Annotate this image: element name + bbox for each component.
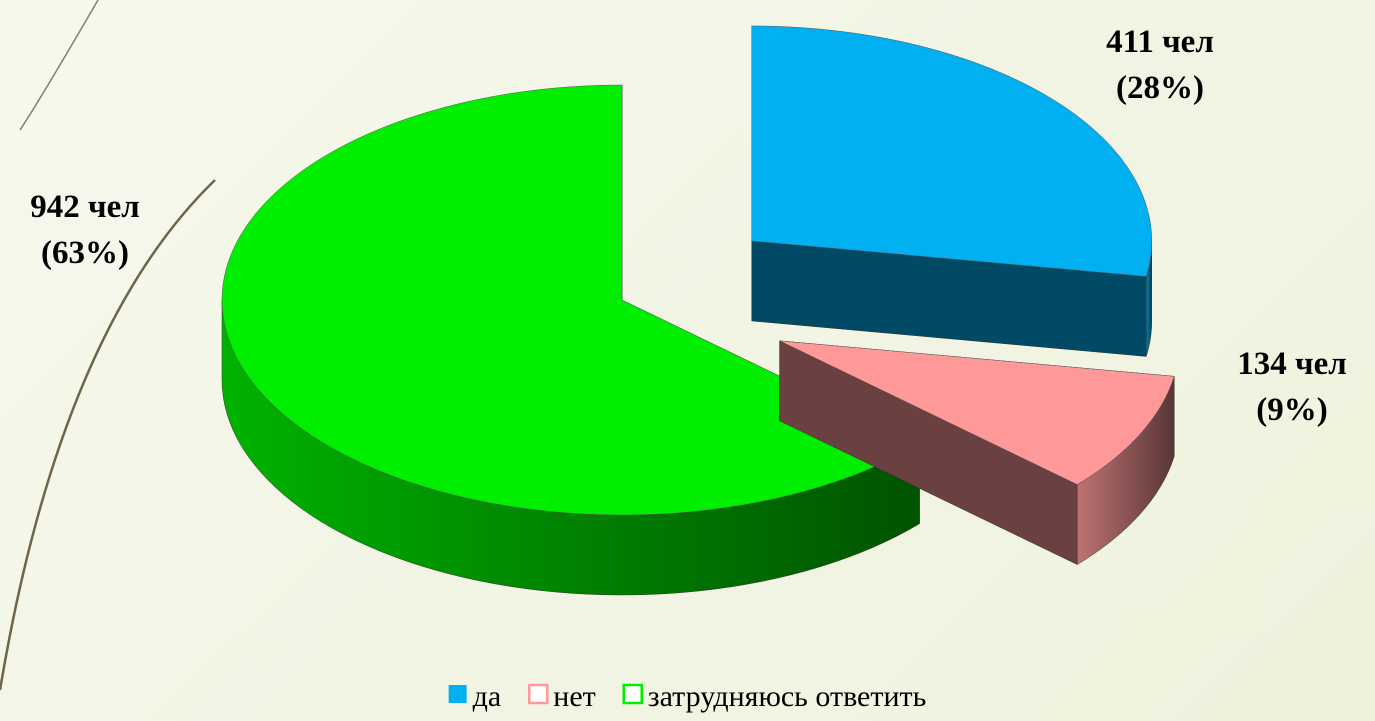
data-label: 134 чел	[1237, 346, 1347, 382]
legend-label: да	[473, 680, 502, 713]
slice-top	[751, 25, 1152, 277]
slice	[779, 340, 1175, 565]
legend: да нет затрудняюсь ответить	[448, 680, 927, 713]
decor-line	[19, 0, 99, 131]
legend-label: нет	[553, 680, 595, 713]
legend-label: затрудняюсь ответить	[648, 680, 927, 713]
legend-swatch	[448, 685, 467, 703]
data-label: (9%)	[1256, 392, 1327, 428]
legend-swatch	[528, 683, 549, 705]
slice-top	[221, 84, 921, 516]
pie	[221, 25, 1175, 596]
legend-item: нет	[528, 680, 596, 713]
data-label: 411 чел	[1106, 24, 1214, 60]
slice-top	[779, 340, 1175, 485]
data-labels: 942 чел (63%) 411 чел (28%) 134 чел (9%)	[30, 24, 1347, 428]
data-label: 942 чел	[30, 189, 140, 225]
legend-swatch	[622, 683, 643, 705]
slice	[221, 84, 921, 596]
decor-line	[0, 179, 216, 691]
legend-item: да	[448, 680, 502, 713]
legend-item: затрудняюсь ответить	[622, 680, 927, 713]
data-label: (28%)	[1116, 70, 1204, 106]
slice	[751, 25, 1152, 357]
data-label: (63%)	[41, 235, 129, 271]
